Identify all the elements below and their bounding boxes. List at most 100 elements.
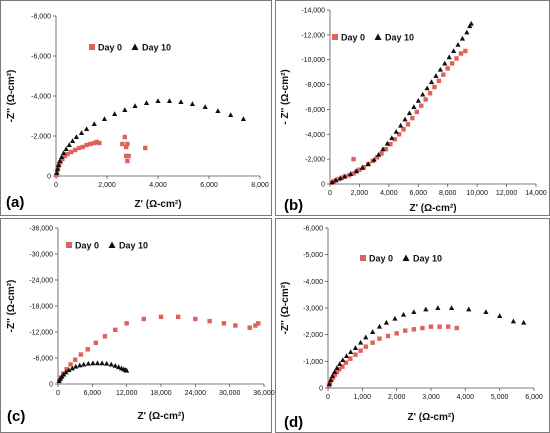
data-point-square: [436, 78, 442, 84]
data-point-square: [379, 151, 384, 156]
data-point-square: [423, 97, 428, 102]
x-tick-label: 24,000: [185, 390, 207, 397]
data-point-square: [85, 347, 90, 352]
legend-label-day-0: Day 0: [341, 33, 365, 43]
chart-panel: 0 6,000 12,000 18,000 24,000 30,000 36,000 0 -6,…: [6, 226, 275, 426]
data-point-triangle: [435, 305, 441, 310]
data-point-square: [351, 156, 356, 162]
data-point-triangle: [510, 318, 516, 324]
x-tick-label: 5,000: [491, 394, 509, 401]
data-point-triangle: [428, 79, 435, 85]
legend-marker-square: [360, 255, 366, 261]
data-point-triangle: [178, 99, 184, 104]
data-point-square: [88, 141, 93, 147]
data-point-triangle: [333, 177, 339, 183]
data-point-triangle: [331, 369, 338, 374]
data-point-square: [221, 321, 227, 326]
y-axis-label: -Z'' (Ω-cm²): [6, 280, 17, 333]
data-point-square: [357, 167, 362, 172]
y-tick-label: -4,000: [305, 132, 325, 139]
data-point-triangle: [73, 134, 79, 139]
data-point-triangle: [415, 97, 421, 103]
y-tick-label: -14,000: [301, 8, 325, 15]
data-point-square: [68, 362, 73, 367]
data-point-triangle: [124, 367, 130, 373]
data-point-square: [207, 318, 212, 324]
data-point-triangle: [240, 116, 247, 121]
y-tick-label: -6,000: [33, 356, 53, 363]
data-point-square: [76, 145, 82, 151]
data-point-square: [69, 149, 74, 155]
data-point-triangle: [348, 171, 354, 177]
data-point-triangle: [122, 107, 128, 112]
data-point-triangle: [61, 150, 67, 155]
x-tick-label: 4,000: [149, 182, 167, 189]
data-point-triangle: [384, 140, 390, 146]
data-point-square: [334, 369, 340, 375]
data-point-square: [126, 153, 131, 159]
legend: Day 0 Day 10: [332, 33, 414, 43]
panel-label: (d): [284, 414, 303, 431]
data-point-triangle: [342, 173, 348, 179]
data-point-triangle: [340, 357, 346, 362]
x-tick-label: 14,000: [525, 190, 547, 197]
legend: Day 0 Day 10: [66, 241, 148, 251]
data-point-square: [92, 140, 97, 146]
x-tick-label: 12,000: [496, 190, 518, 197]
data-point-triangle: [389, 135, 395, 141]
x-tick-label: 0: [56, 390, 60, 397]
y-axis-label: -Z'' (Ω-cm²): [6, 70, 17, 123]
series-day-10: [326, 305, 527, 386]
data-point-square: [93, 340, 98, 346]
data-point-triangle: [215, 108, 221, 113]
data-point-square: [394, 331, 399, 336]
data-point-square: [428, 324, 434, 329]
data-point-triangle: [337, 361, 343, 366]
data-point-square: [120, 141, 125, 147]
data-point-triangle: [77, 362, 83, 368]
series-day-0: [329, 48, 468, 185]
chart-panel: 0 2,000 4,000 6,000 8,000 0 -2,000 -4,000 -6,000…: [6, 14, 269, 212]
data-point-square: [256, 321, 261, 326]
y-tick-label: -4,000: [31, 94, 51, 101]
x-tick-label: 0: [54, 182, 58, 189]
x-tick-label: 8,000: [251, 182, 269, 189]
data-point-square: [337, 367, 342, 372]
data-point-square: [72, 357, 78, 362]
data-point-triangle: [398, 122, 404, 128]
y-tick-label: -2,000: [303, 332, 323, 339]
x-tick-label: 4,000: [457, 394, 475, 401]
data-point-square: [253, 323, 258, 328]
data-point-square: [233, 323, 238, 328]
x-tick-label: 6,000: [84, 390, 102, 397]
data-point-square: [374, 155, 380, 160]
data-point-triangle: [497, 313, 503, 318]
data-point-triangle: [54, 166, 61, 171]
data-point-square: [437, 324, 442, 329]
legend-label-day-10: Day 10: [413, 254, 442, 264]
data-point-square: [405, 122, 411, 127]
data-point-square: [80, 144, 85, 150]
x-tick-label: 8,000: [439, 190, 457, 197]
data-point-square: [125, 141, 130, 147]
x-tick-label: 0: [326, 394, 330, 401]
x-tick-label: 10,000: [466, 190, 488, 197]
legend-marker-triangle: [374, 33, 382, 40]
data-point-triangle: [85, 360, 91, 366]
x-axis-label: Z' (Ω-cm²): [134, 199, 181, 210]
data-point-square: [123, 153, 129, 159]
data-point-triangle: [446, 54, 452, 60]
data-point-triangle: [81, 361, 87, 367]
data-point-triangle: [116, 364, 122, 370]
data-point-triangle: [363, 334, 369, 340]
legend-label-day-0: Day 0: [98, 43, 122, 53]
series-day-10: [56, 360, 130, 383]
x-tick-label: 6,000: [200, 182, 218, 189]
data-point-square: [396, 132, 402, 137]
data-point-triangle: [228, 112, 234, 117]
y-tick-label: -24,000: [29, 278, 53, 285]
data-point-square: [175, 314, 181, 320]
data-point-square: [383, 147, 389, 152]
data-point-triangle: [54, 170, 60, 175]
x-tick-label: 6,000: [525, 394, 543, 401]
